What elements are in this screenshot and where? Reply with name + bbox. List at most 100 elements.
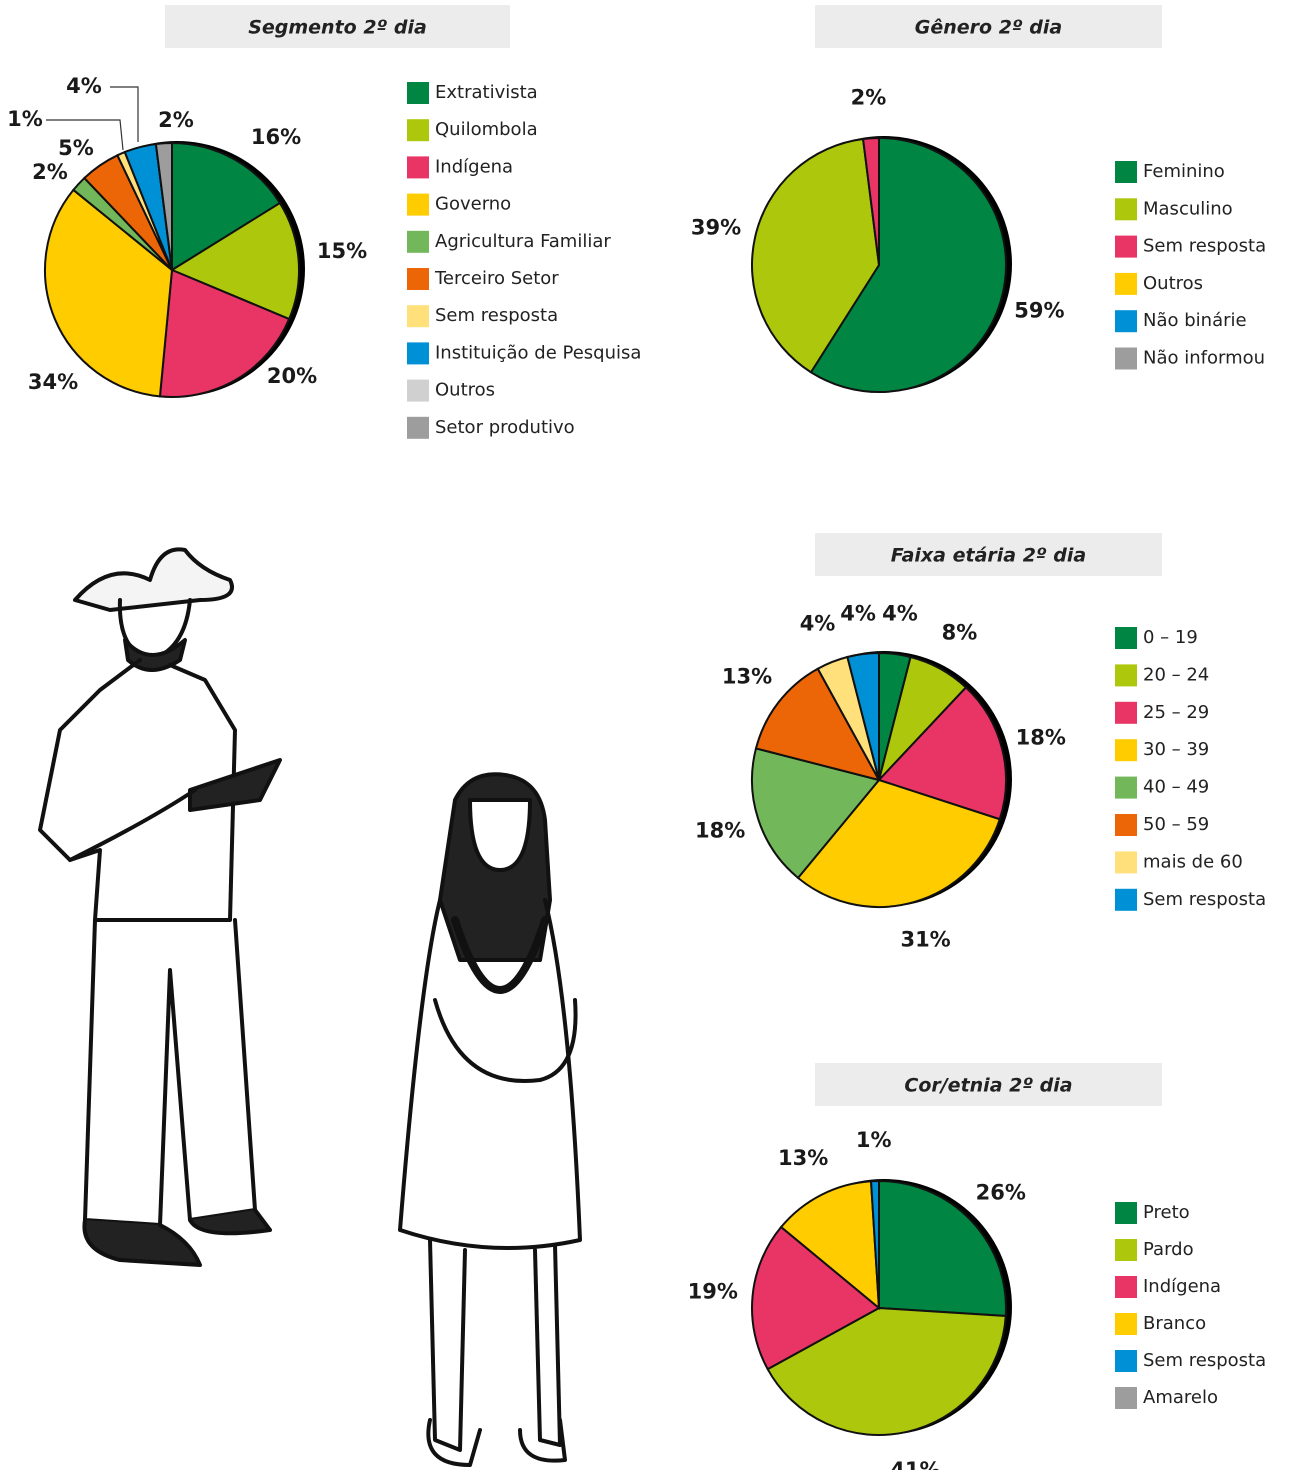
data-label: 4% [800, 612, 836, 636]
legend-swatch [1115, 1313, 1137, 1335]
pie-slice [809, 136, 1007, 393]
legend-swatch [1115, 888, 1137, 911]
legend-label: Pardo [1143, 1239, 1194, 1260]
legend-label: Preto [1143, 1202, 1190, 1223]
legend-swatch [1115, 664, 1137, 687]
pie-slice [158, 268, 291, 398]
legend-swatch [1115, 272, 1137, 295]
legend-label: Governo [435, 194, 511, 215]
legend-label: Setor produtivo [435, 417, 575, 438]
legend-swatch [407, 156, 429, 179]
pie-slice [171, 141, 282, 272]
pie-slice [846, 651, 880, 781]
data-label: 18% [695, 819, 745, 843]
legend-swatch [1115, 310, 1137, 333]
legend-swatch [407, 268, 429, 290]
legend-label: 20 – 24 [1143, 664, 1209, 685]
legend-swatch [407, 82, 429, 104]
data-label: 1% [7, 107, 43, 131]
legend-swatch [1115, 1350, 1137, 1372]
legend-label: 50 – 59 [1143, 814, 1209, 835]
chart-title: Gênero 2º dia [915, 17, 1062, 39]
legend-label: Sem resposta [435, 305, 558, 326]
title-box [815, 533, 1162, 576]
legend-label: 40 – 49 [1143, 777, 1209, 798]
data-label: 15% [317, 239, 367, 263]
legend-swatch [407, 230, 429, 253]
pie-slice [751, 747, 881, 880]
title-box [165, 5, 510, 48]
legend-swatch [1115, 814, 1137, 836]
illustration-man [38, 547, 282, 1267]
chart-title: Segmento 2º dia [248, 17, 427, 39]
pie-slice [766, 1306, 1007, 1436]
legend-label: 30 – 39 [1143, 739, 1209, 760]
pie-slice [44, 188, 174, 398]
legend-label: Instituição de Pesquisa [435, 342, 641, 363]
legend-label: Indígena [435, 156, 513, 177]
legend-label: 0 – 19 [1143, 627, 1198, 648]
legend-label: Não informou [1143, 348, 1265, 369]
legend-swatch [407, 342, 429, 365]
pie-slice [779, 1180, 881, 1311]
legend-label: Sem resposta [1143, 236, 1266, 257]
legend-swatch [1115, 851, 1137, 874]
legend-label: 25 – 29 [1143, 702, 1209, 723]
title-box [815, 5, 1162, 48]
legend-label: Masculino [1143, 198, 1233, 219]
legend-swatch [407, 193, 429, 216]
data-label: 2% [851, 85, 887, 109]
data-label: 5% [58, 136, 94, 160]
pie-slice [877, 686, 1007, 821]
legend-label: Não binárie [1143, 310, 1247, 331]
legend-label: Amarelo [1143, 1387, 1218, 1408]
legend-swatch [407, 379, 429, 402]
data-label: 4% [840, 601, 876, 625]
legend-label: Sem resposta [1143, 889, 1266, 910]
pie-slice [751, 137, 881, 374]
legend-label: mais de 60 [1143, 851, 1243, 872]
data-label: 2% [32, 160, 68, 184]
pie-slice [796, 778, 1002, 908]
chart-title: Faixa etária 2º dia [891, 545, 1086, 567]
legend-swatch [1115, 776, 1137, 799]
legend-swatch [1115, 701, 1137, 724]
data-label: 59% [1014, 299, 1064, 323]
legend-label: Quilombola [435, 119, 538, 140]
data-label: 13% [722, 665, 772, 689]
data-label: 8% [942, 621, 978, 645]
legend-label: Agricultura Familiar [435, 231, 611, 252]
pie-slice [878, 1179, 1007, 1318]
data-label: 1% [856, 1128, 892, 1152]
data-label: 20% [267, 364, 317, 388]
legend-swatch [1115, 739, 1137, 762]
pie-slice [154, 141, 173, 271]
legend-swatch [1115, 161, 1137, 183]
legend-swatch [1115, 1202, 1137, 1224]
legend-swatch [1115, 198, 1137, 221]
data-label: 4% [882, 601, 918, 625]
leader-line [46, 119, 124, 151]
data-label: 26% [976, 1181, 1026, 1205]
legend-swatch [1115, 1387, 1137, 1409]
legend-swatch [1115, 627, 1137, 649]
legend-label: Indígena [1143, 1276, 1221, 1297]
pie-slice [169, 201, 300, 321]
legend-label: Feminino [1143, 161, 1225, 182]
legend-label: Outros [435, 380, 495, 401]
legend-label: Outros [1143, 273, 1203, 294]
legend-label: Branco [1143, 1313, 1206, 1334]
title-box [815, 1063, 1162, 1106]
legend-swatch [407, 416, 429, 439]
data-label: 34% [28, 370, 78, 394]
legend-swatch [1115, 1239, 1137, 1261]
legend-swatch [1115, 235, 1137, 258]
data-label: 16% [251, 125, 301, 149]
data-label: 39% [691, 216, 741, 240]
legend-swatch [1115, 1276, 1137, 1298]
legend-swatch [1115, 347, 1137, 370]
pie-slice [751, 1225, 881, 1371]
data-label: 2% [158, 108, 194, 132]
leader-line [110, 86, 139, 142]
